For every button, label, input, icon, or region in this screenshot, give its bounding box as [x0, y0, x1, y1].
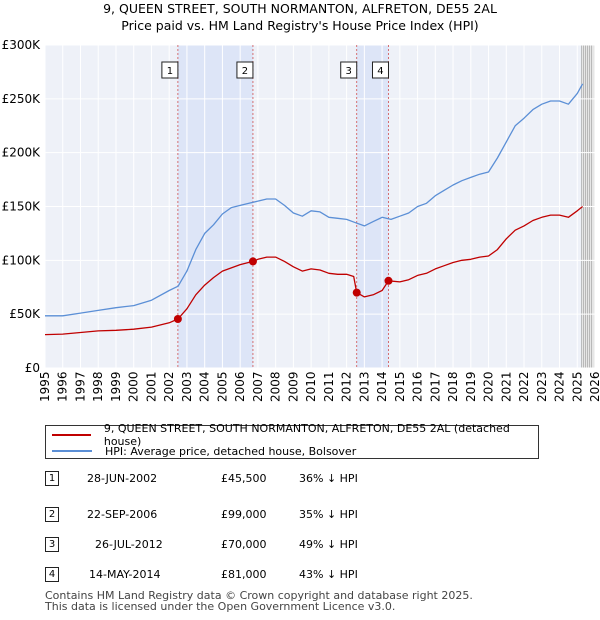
legend-swatch-hpi [52, 450, 92, 452]
sale-label-text: 1 [167, 66, 173, 77]
sale-date: 28-JUN-2002 [87, 472, 158, 485]
sale-number-badge: 3 [45, 537, 59, 552]
sale-point [248, 257, 257, 266]
x-tick-label: 2011 [322, 371, 336, 402]
sale-date: 22-SEP-2006 [87, 508, 158, 521]
x-tick-label: 1999 [109, 371, 123, 402]
x-tick-label: 2017 [428, 371, 442, 402]
sale-number-badge: 4 [45, 567, 59, 582]
sale-number-badge: 1 [45, 471, 59, 486]
footer-attribution: Contains HM Land Registry data © Crown c… [45, 590, 473, 612]
legend-swatch-property [52, 434, 91, 436]
x-tick-label: 1996 [56, 371, 70, 402]
sale-point [173, 315, 182, 324]
legend-item-property: 9, QUEEN STREET, SOUTH NORMANTON, ALFRET… [52, 422, 538, 448]
sale-date: 26-JUL-2012 [95, 538, 163, 551]
sale-point [352, 288, 361, 297]
sale-label-text: 4 [377, 66, 383, 77]
sale-date: 14-MAY-2014 [89, 568, 161, 581]
table-row: 2 22-SEP-2006 £99,000 35% ↓ HPI [45, 506, 525, 526]
x-tick-label: 2006 [233, 371, 247, 402]
sale-label-box [236, 61, 254, 79]
x-tick-label: 2024 [553, 371, 567, 402]
x-tick-label: 2005 [215, 371, 229, 402]
table-row: 3 26-JUL-2012 £70,000 49% ↓ HPI [45, 536, 525, 556]
sale-hpi-diff: 35% ↓ HPI [299, 508, 358, 521]
sale-label-text: 2 [242, 66, 248, 77]
sale-hpi-diff: 49% ↓ HPI [299, 538, 358, 551]
legend-label-property: 9, QUEEN STREET, SOUTH NORMANTON, ALFRET… [103, 422, 510, 448]
footer-line-copyright: Contains HM Land Registry data © Crown c… [45, 589, 473, 602]
y-tick-label: £250K [2, 92, 42, 106]
price-chart: 9, QUEEN STREET, SOUTH NORMANTON, ALFRET… [2, 1, 600, 402]
sale-label-box [161, 61, 179, 79]
y-tick-label: £300K [2, 38, 42, 52]
sale-price: £70,000 [221, 538, 267, 551]
y-tick-label: £0 [25, 361, 40, 375]
x-tick-label: 2009 [286, 371, 300, 402]
sale-number-badge: 2 [45, 507, 59, 522]
sale-hpi-diff: 43% ↓ HPI [299, 568, 358, 581]
x-tick-label: 2013 [357, 371, 371, 402]
x-tick-label: 2018 [446, 371, 460, 402]
sale-hpi-diff: 36% ↓ HPI [299, 472, 358, 485]
sale-price: £99,000 [221, 508, 267, 521]
x-tick-label: 2002 [162, 371, 176, 402]
table-row: 1 28-JUN-2002 £45,500 36% ↓ HPI [45, 470, 525, 490]
y-tick-label: £200K [2, 146, 42, 160]
x-tick-label: 2021 [499, 371, 513, 402]
y-tick-label: £50K [9, 307, 41, 321]
x-tick-label: 2003 [180, 371, 194, 402]
sale-label-text: 3 [346, 66, 352, 77]
sale-point [384, 276, 393, 285]
x-tick-label: 2007 [251, 371, 265, 402]
x-tick-label: 2019 [464, 371, 478, 402]
x-tick-label: 2015 [393, 371, 407, 402]
x-tick-label: 2014 [375, 371, 389, 402]
hpi-series-line [45, 83, 584, 317]
chart-subtitle: Price paid vs. HM Land Registry's House … [121, 18, 478, 33]
legend-label-hpi: HPI: Average price, detached house, Bols… [105, 444, 357, 458]
sale-price: £81,000 [221, 568, 267, 581]
x-tick-label: 1997 [73, 371, 87, 402]
x-tick-label: 2010 [304, 371, 318, 402]
table-row: 4 14-MAY-2014 £81,000 43% ↓ HPI [45, 566, 525, 586]
x-tick-label: 2023 [535, 371, 549, 402]
chart-title: 9, QUEEN STREET, SOUTH NORMANTON, ALFRET… [103, 1, 497, 16]
y-tick-label: £100K [2, 253, 42, 267]
x-tick-label: 2008 [269, 371, 283, 402]
x-tick-label: 2000 [127, 371, 141, 402]
sale-label-box [340, 61, 358, 79]
sale-label-box [371, 61, 389, 79]
x-tick-label: 2022 [517, 371, 531, 402]
sale-price: £45,500 [221, 472, 267, 485]
y-tick-label: £150K [2, 200, 42, 214]
x-tick-label: 2004 [198, 371, 212, 402]
x-tick-label: 1995 [38, 371, 52, 402]
x-tick-label: 1998 [91, 371, 105, 402]
legend-item-hpi: HPI: Average price, detached house, Bols… [52, 443, 356, 459]
property-series-line [44, 205, 584, 336]
footer-line-licence: This data is licensed under the Open Gov… [45, 600, 396, 613]
x-tick-label: 2012 [340, 371, 354, 402]
x-tick-label: 2001 [144, 371, 158, 402]
x-tick-label: 2025 [570, 371, 584, 402]
x-tick-label: 2020 [482, 371, 496, 402]
chart-legend: 9, QUEEN STREET, SOUTH NORMANTON, ALFRET… [45, 422, 539, 459]
x-tick-label: 2016 [411, 371, 425, 402]
x-tick-label: 2026 [588, 371, 600, 402]
